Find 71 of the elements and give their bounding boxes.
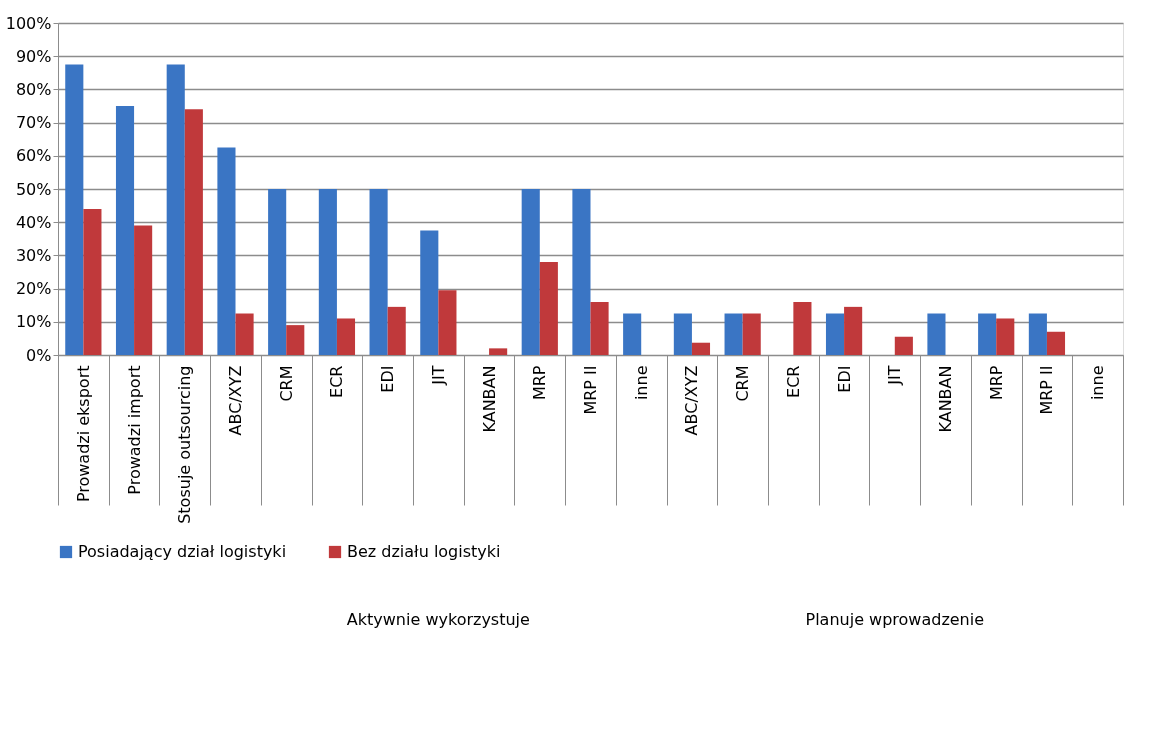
bar bbox=[134, 225, 153, 355]
x-tick-label: EDI bbox=[834, 365, 854, 393]
bar bbox=[438, 290, 457, 355]
x-tick-label: MRP bbox=[530, 365, 550, 401]
bar bbox=[387, 306, 406, 355]
bar bbox=[184, 109, 203, 355]
text: Planuje wprowadzenie bbox=[805, 610, 985, 629]
x-tick-label: KANBAN bbox=[936, 365, 955, 433]
text: Aktywnie wykorzystuje bbox=[346, 610, 530, 629]
x-tick-label: inne bbox=[1088, 365, 1108, 401]
x-tick-label: Stosuje outsourcing bbox=[175, 365, 195, 524]
x-tick-label: MRP II bbox=[1037, 365, 1057, 415]
bar bbox=[742, 313, 761, 355]
bar bbox=[572, 189, 591, 355]
bar bbox=[268, 189, 287, 355]
bar bbox=[793, 301, 812, 355]
y-tick-label: 10% bbox=[15, 312, 52, 332]
bar bbox=[590, 301, 609, 355]
x-tick-label: JIT bbox=[885, 365, 905, 386]
y-tick-label: 90% bbox=[15, 46, 52, 66]
bar bbox=[1028, 313, 1047, 355]
y-tick-label: 100% bbox=[5, 13, 52, 33]
legend-label: Bez działu logistyki bbox=[347, 542, 501, 561]
y-tick-label: 70% bbox=[15, 113, 52, 133]
x-tick-label: ABC/XYZ bbox=[682, 365, 702, 436]
y-tick-label: 50% bbox=[15, 179, 52, 199]
x-tick-label: KANBAN bbox=[479, 365, 499, 433]
bar bbox=[489, 348, 508, 355]
bar bbox=[724, 313, 743, 355]
bar bbox=[927, 313, 946, 355]
bar bbox=[894, 336, 913, 355]
x-tick-label: ECR bbox=[783, 365, 803, 398]
bar bbox=[286, 325, 305, 355]
x-tick-label: Prowadzi import bbox=[124, 365, 144, 495]
x-tick-label: JIT bbox=[428, 365, 448, 386]
y-tick-label: 30% bbox=[15, 245, 52, 265]
bar bbox=[978, 313, 997, 355]
x-tick-label: Prowadzi eksport bbox=[73, 365, 93, 503]
bar bbox=[844, 306, 863, 355]
x-tick-label: EDI bbox=[378, 365, 398, 393]
y-tick-label: 0% bbox=[26, 345, 52, 365]
bar bbox=[65, 64, 84, 355]
bar bbox=[336, 318, 356, 355]
bar bbox=[691, 342, 711, 355]
x-tick-label: MRP bbox=[986, 365, 1006, 401]
bar bbox=[521, 189, 540, 355]
legend-label: Posiadający dział logistyki bbox=[78, 542, 287, 561]
y-tick-label: 40% bbox=[15, 212, 52, 232]
bar bbox=[539, 262, 558, 355]
y-tick-label: 60% bbox=[15, 146, 52, 166]
bar bbox=[825, 313, 845, 355]
x-tick-label: ABC/XYZ bbox=[226, 365, 245, 436]
bar bbox=[318, 189, 337, 355]
x-tick-label: CRM bbox=[276, 365, 296, 402]
x-tick-label: inne bbox=[631, 365, 651, 401]
bar bbox=[83, 208, 102, 355]
bar bbox=[673, 313, 692, 355]
bar bbox=[996, 318, 1015, 355]
bar bbox=[217, 147, 236, 355]
bar bbox=[369, 189, 388, 355]
bar bbox=[235, 313, 254, 355]
bar bbox=[623, 313, 642, 355]
x-tick-label: CRM bbox=[733, 365, 753, 402]
x-tick-label: MRP II bbox=[581, 365, 600, 415]
x-tick-label: ECR bbox=[327, 365, 347, 398]
bar bbox=[115, 106, 135, 355]
y-tick-label: 80% bbox=[15, 79, 52, 99]
bar bbox=[420, 230, 439, 355]
y-tick-label: 20% bbox=[15, 279, 52, 299]
bar bbox=[1046, 331, 1066, 355]
bar bbox=[166, 64, 185, 355]
